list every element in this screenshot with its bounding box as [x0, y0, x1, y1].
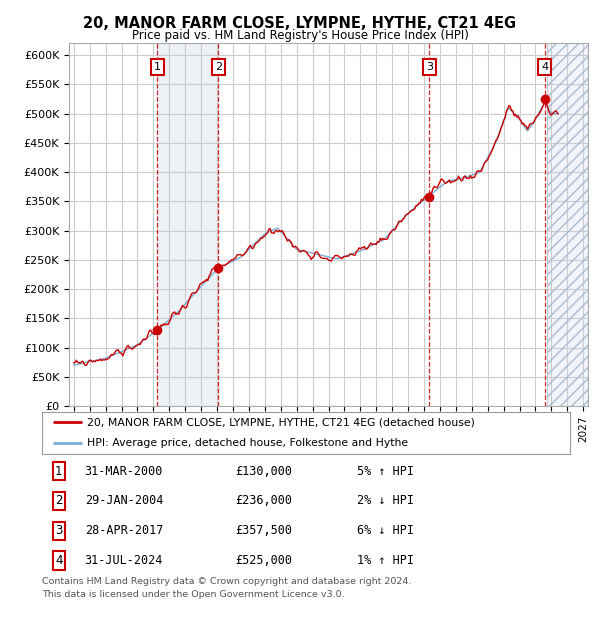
Text: £525,000: £525,000 — [235, 554, 292, 567]
Text: 5% ↑ HPI: 5% ↑ HPI — [356, 465, 414, 477]
Text: 6% ↓ HPI: 6% ↓ HPI — [356, 525, 414, 537]
Text: 28-APR-2017: 28-APR-2017 — [85, 525, 163, 537]
Text: HPI: Average price, detached house, Folkestone and Hythe: HPI: Average price, detached house, Folk… — [87, 438, 408, 448]
Text: 4: 4 — [541, 62, 548, 72]
Bar — [547, 43, 588, 406]
Text: 2% ↓ HPI: 2% ↓ HPI — [356, 495, 414, 507]
Text: 2: 2 — [215, 62, 222, 72]
Text: 3: 3 — [55, 525, 62, 537]
Text: Price paid vs. HM Land Registry's House Price Index (HPI): Price paid vs. HM Land Registry's House … — [131, 29, 469, 42]
Text: £357,500: £357,500 — [235, 525, 292, 537]
Text: £130,000: £130,000 — [235, 465, 292, 477]
Text: 1% ↑ HPI: 1% ↑ HPI — [356, 554, 414, 567]
Text: 3: 3 — [426, 62, 433, 72]
Text: 31-JUL-2024: 31-JUL-2024 — [85, 554, 163, 567]
Text: 1: 1 — [55, 465, 62, 477]
Text: 1: 1 — [154, 62, 161, 72]
Text: £236,000: £236,000 — [235, 495, 292, 507]
Bar — [547, 43, 588, 406]
Text: 31-MAR-2000: 31-MAR-2000 — [85, 465, 163, 477]
Text: 2: 2 — [55, 495, 62, 507]
Text: Contains HM Land Registry data © Crown copyright and database right 2024.: Contains HM Land Registry data © Crown c… — [42, 577, 412, 587]
Text: 20, MANOR FARM CLOSE, LYMPNE, HYTHE, CT21 4EG: 20, MANOR FARM CLOSE, LYMPNE, HYTHE, CT2… — [83, 16, 517, 31]
Text: 20, MANOR FARM CLOSE, LYMPNE, HYTHE, CT21 4EG (detached house): 20, MANOR FARM CLOSE, LYMPNE, HYTHE, CT2… — [87, 417, 475, 427]
Text: 4: 4 — [55, 554, 62, 567]
Text: This data is licensed under the Open Government Licence v3.0.: This data is licensed under the Open Gov… — [42, 590, 344, 599]
Bar — [157, 43, 218, 406]
Text: 29-JAN-2004: 29-JAN-2004 — [85, 495, 163, 507]
